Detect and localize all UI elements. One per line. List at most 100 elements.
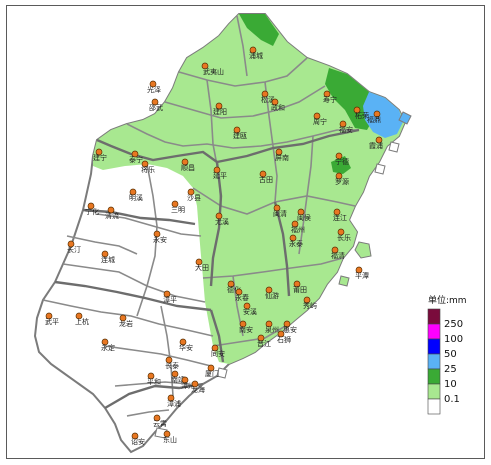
station-label: 秀屿 bbox=[303, 301, 317, 310]
station-label: 闽侯 bbox=[297, 213, 311, 222]
station-31: 闽侯 bbox=[297, 208, 311, 222]
station-65: 平和 bbox=[147, 372, 161, 386]
station-17: 建宁 bbox=[93, 148, 107, 162]
station-label: 长泰 bbox=[165, 361, 179, 370]
legend-label: 50 bbox=[444, 349, 457, 360]
station-label: 长乐 bbox=[337, 233, 351, 242]
station-label: 福安 bbox=[339, 125, 353, 134]
station-label: 南安 bbox=[239, 325, 253, 334]
station-label: 武平 bbox=[45, 317, 59, 326]
station-44: 仙游 bbox=[265, 286, 279, 300]
rain-area-10-25-northeast bbox=[325, 68, 375, 130]
station-marker bbox=[149, 80, 157, 88]
station-marker bbox=[107, 206, 115, 214]
station-label: 罗源 bbox=[335, 177, 349, 186]
station-marker bbox=[181, 158, 189, 166]
station-label: 三明 bbox=[171, 206, 185, 214]
station-23: 罗源 bbox=[335, 172, 349, 186]
station-label: 华安 bbox=[179, 343, 193, 352]
station-label: 莆田 bbox=[293, 285, 307, 294]
station-marker bbox=[151, 98, 159, 106]
station-33: 福州 bbox=[291, 220, 305, 234]
station-label: 明溪 bbox=[129, 193, 143, 202]
station-label: 宁化 bbox=[85, 207, 99, 216]
station-marker bbox=[101, 250, 109, 258]
station-58: 华安 bbox=[179, 338, 193, 352]
station-marker bbox=[243, 302, 251, 310]
station-label: 仙游 bbox=[265, 291, 279, 300]
station-label: 寿宁 bbox=[323, 95, 337, 104]
legend-swatch bbox=[427, 368, 441, 385]
station-48: 武平 bbox=[45, 312, 59, 326]
station-label: 闽清 bbox=[273, 209, 287, 218]
station-marker bbox=[335, 172, 343, 180]
station-label: 清流 bbox=[105, 211, 119, 220]
station-marker bbox=[283, 320, 291, 328]
station-marker bbox=[165, 356, 173, 364]
station-marker bbox=[201, 62, 209, 70]
station-marker bbox=[101, 338, 109, 346]
station-marker bbox=[171, 200, 179, 208]
station-marker bbox=[95, 148, 103, 156]
rain-area-0.1-10 bbox=[93, 14, 405, 364]
station-56: 石狮 bbox=[277, 330, 291, 344]
legend-swatch bbox=[427, 308, 441, 325]
legend-label: 0.1 bbox=[444, 394, 460, 405]
station-marker bbox=[67, 240, 75, 248]
station-label: 平潭 bbox=[355, 271, 369, 280]
station-marker bbox=[215, 212, 223, 220]
station-69: 诏安 bbox=[131, 432, 145, 446]
station-61: 厦门 bbox=[205, 364, 219, 378]
station-label: 德化 bbox=[227, 285, 241, 294]
station-marker bbox=[163, 430, 171, 438]
station-label: 顺昌 bbox=[181, 164, 195, 172]
station-22: 古田 bbox=[259, 170, 273, 184]
station-label: 建宁 bbox=[93, 153, 107, 162]
station-62: 南靖 bbox=[171, 370, 185, 384]
station-label: 福鼎 bbox=[367, 115, 381, 124]
legend-title: 单位:mm bbox=[428, 294, 467, 306]
station-20: 顺昌 bbox=[181, 158, 195, 172]
station-marker bbox=[257, 334, 265, 342]
station-label: 屏南 bbox=[275, 153, 289, 162]
legend-label: 10 bbox=[444, 379, 457, 390]
legend-label: 100 bbox=[444, 334, 463, 345]
station-label: 柘荣 bbox=[355, 111, 369, 120]
station-51: 安溪 bbox=[243, 302, 257, 316]
station-marker bbox=[45, 312, 53, 320]
station-28: 三明 bbox=[171, 200, 185, 214]
station-7: 政和 bbox=[271, 98, 285, 112]
station-11: 周宁 bbox=[313, 112, 327, 126]
station-64: 龙海 bbox=[191, 380, 205, 394]
station-marker bbox=[273, 204, 281, 212]
station-label: 周宁 bbox=[313, 117, 327, 126]
station-40: 大田 bbox=[195, 258, 209, 272]
station-43: 永春 bbox=[235, 288, 249, 302]
station-label: 政和 bbox=[271, 103, 285, 112]
station-marker bbox=[215, 102, 223, 110]
station-10: 福鼎 bbox=[367, 110, 381, 124]
station-marker bbox=[131, 432, 139, 440]
station-38: 长汀 bbox=[67, 240, 81, 254]
station-27: 宁化 bbox=[85, 202, 99, 216]
station-45: 莆田 bbox=[293, 280, 307, 294]
station-marker bbox=[129, 188, 137, 196]
station-label: 漳州 bbox=[181, 381, 195, 390]
station-68: 东山 bbox=[163, 430, 177, 444]
station-marker bbox=[213, 166, 221, 174]
station-29: 尤溪 bbox=[215, 212, 229, 226]
station-label: 上杭 bbox=[75, 317, 89, 326]
station-47: 漳平 bbox=[163, 290, 177, 304]
station-39: 连城 bbox=[101, 250, 115, 264]
station-marker bbox=[167, 394, 175, 402]
legend-swatch bbox=[427, 383, 441, 400]
station-label: 宁德 bbox=[335, 157, 349, 166]
station-55: 晋江 bbox=[257, 334, 271, 348]
station-32: 连江 bbox=[333, 208, 347, 222]
legend-swatch bbox=[427, 353, 441, 370]
station-21: 延平 bbox=[213, 166, 227, 180]
station-label: 光泽 bbox=[147, 85, 161, 94]
station-50: 龙岩 bbox=[119, 314, 133, 328]
station-marker bbox=[271, 98, 279, 106]
station-label: 建瓯 bbox=[233, 131, 247, 140]
